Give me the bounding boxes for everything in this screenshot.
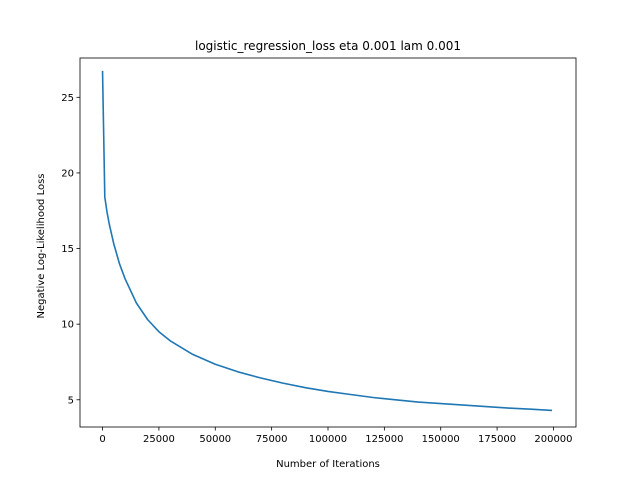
- y-tick-label: 10: [61, 320, 74, 331]
- x-tick-label: 50000: [199, 434, 231, 445]
- x-tick-label: 100000: [309, 434, 347, 445]
- y-tick-label: 5: [68, 395, 74, 406]
- y-axis-label: Negative Log-Likelihood Loss: [36, 173, 47, 318]
- plot-area: 0 25000 50000 75000 100000 125000 150000 175000…: [61, 57, 577, 445]
- x-tick-label: 125000: [365, 434, 403, 445]
- y-tick-label: 15: [61, 244, 74, 255]
- y-tick-label: 20: [61, 168, 74, 179]
- chart-title: logistic_regression_loss eta 0.001 lam 0…: [195, 39, 461, 53]
- x-tick-label: 150000: [422, 434, 460, 445]
- x-axis-label: Number of Iterations: [276, 459, 380, 470]
- x-tick-label: 200000: [534, 434, 572, 445]
- x-tick-label: 75000: [256, 434, 288, 445]
- x-tick-label: 175000: [478, 434, 516, 445]
- y-tick-label: 25: [61, 93, 74, 104]
- axes-frame: [79, 57, 577, 428]
- series-line-0: [101, 70, 553, 412]
- x-tick-label: 0: [99, 434, 105, 445]
- x-tick-label: 25000: [143, 434, 175, 445]
